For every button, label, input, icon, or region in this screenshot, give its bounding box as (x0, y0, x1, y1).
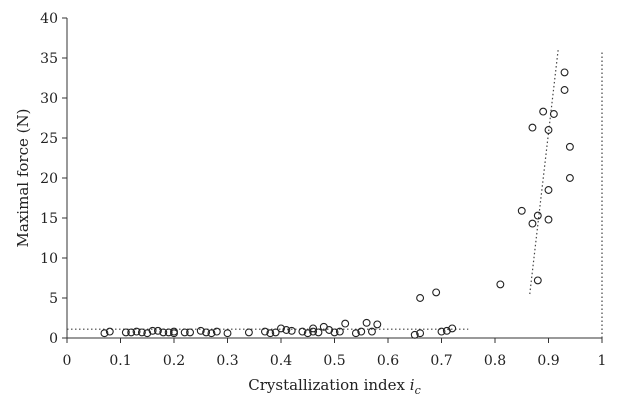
data-point (533, 211, 542, 220)
data-point (105, 327, 114, 336)
data-point (410, 330, 419, 339)
trend-lines (67, 49, 603, 338)
ticks: 0 5 10 15 20 25 30 35 40 0 0.1 0.2 0.3 0.4 0.5 0.6 0.7 0.… (40, 11, 606, 369)
data-point (528, 123, 537, 132)
data-point (298, 327, 307, 336)
data-point (159, 328, 168, 337)
data-point (565, 174, 574, 182)
data-point (341, 319, 350, 328)
data-point (287, 326, 296, 335)
data-point (549, 110, 558, 118)
data-point (351, 329, 360, 338)
data-point (244, 328, 253, 337)
y-tick-label: 15 (40, 211, 58, 227)
data-point (202, 328, 211, 337)
data-point (544, 186, 553, 194)
data-point (282, 326, 291, 334)
x-tick-label: 0.8 (484, 353, 506, 369)
data-point (164, 328, 173, 337)
axes (66, 18, 602, 339)
data-point (127, 328, 136, 337)
data-point (271, 328, 280, 337)
x-axis-title-symbol: i (410, 376, 415, 394)
data-point (496, 280, 505, 289)
data-point (207, 329, 216, 338)
x-tick-label: 0.1 (109, 353, 131, 369)
x-tick-label: 0.6 (377, 353, 399, 369)
data-point (100, 329, 109, 338)
data-point (212, 327, 221, 336)
data-point (437, 327, 446, 336)
data-point (528, 219, 537, 228)
data-point (416, 329, 425, 338)
data-point (416, 294, 425, 302)
data-point (309, 327, 318, 336)
data-point (533, 276, 542, 285)
data-point (539, 107, 548, 116)
y-tick-label: 5 (49, 291, 58, 307)
y-tick-label: 30 (40, 91, 58, 107)
data-point (180, 328, 189, 337)
x-tick-label: 0.2 (163, 353, 185, 369)
data-point (170, 327, 178, 336)
y-tick-label: 40 (40, 11, 58, 27)
data-point (309, 324, 318, 333)
x-tick-label: 0.4 (270, 353, 292, 369)
data-point (314, 328, 323, 337)
data-point (560, 68, 569, 77)
data-point (261, 327, 269, 336)
data-point (154, 326, 162, 335)
x-tick-label: 0.7 (430, 353, 452, 369)
x-axis-title-subscript: c (415, 384, 421, 397)
y-axis-title: Maximal force (N) (14, 109, 32, 248)
data-point (196, 326, 205, 335)
y-tick-label: 0 (49, 331, 58, 347)
data-points (100, 68, 574, 339)
data-point (432, 288, 441, 297)
x-tick-label: 0 (63, 353, 72, 369)
y-tick-label: 20 (40, 171, 58, 187)
data-point (544, 126, 553, 134)
data-point (121, 328, 130, 337)
data-point (448, 324, 457, 333)
data-point (277, 324, 285, 333)
y-tick-label: 10 (40, 251, 58, 267)
trend-line (529, 49, 559, 295)
data-point (303, 329, 312, 338)
data-point (335, 327, 344, 336)
data-point (132, 327, 141, 336)
x-axis-title-text: Crystallization index (248, 376, 409, 394)
data-point (560, 86, 569, 94)
x-tick-label: 0.5 (323, 353, 345, 369)
x-tick-label: 0.3 (216, 353, 238, 369)
x-tick-label: 1 (598, 353, 607, 369)
data-point (186, 328, 195, 337)
data-point (373, 320, 382, 329)
data-point (517, 206, 526, 215)
data-point (362, 318, 371, 327)
data-point (357, 327, 366, 336)
x-tick-label: 0.9 (537, 353, 559, 369)
x-axis-title: Crystallization index ic (248, 376, 420, 397)
data-point (148, 326, 157, 335)
data-point (223, 329, 232, 338)
data-point (330, 328, 339, 337)
y-tick-label: 35 (40, 51, 58, 67)
data-point (565, 142, 574, 151)
y-tick-label: 25 (40, 131, 58, 147)
data-point (137, 328, 146, 337)
data-point (368, 327, 376, 336)
data-point (544, 215, 553, 224)
data-point (266, 329, 275, 338)
